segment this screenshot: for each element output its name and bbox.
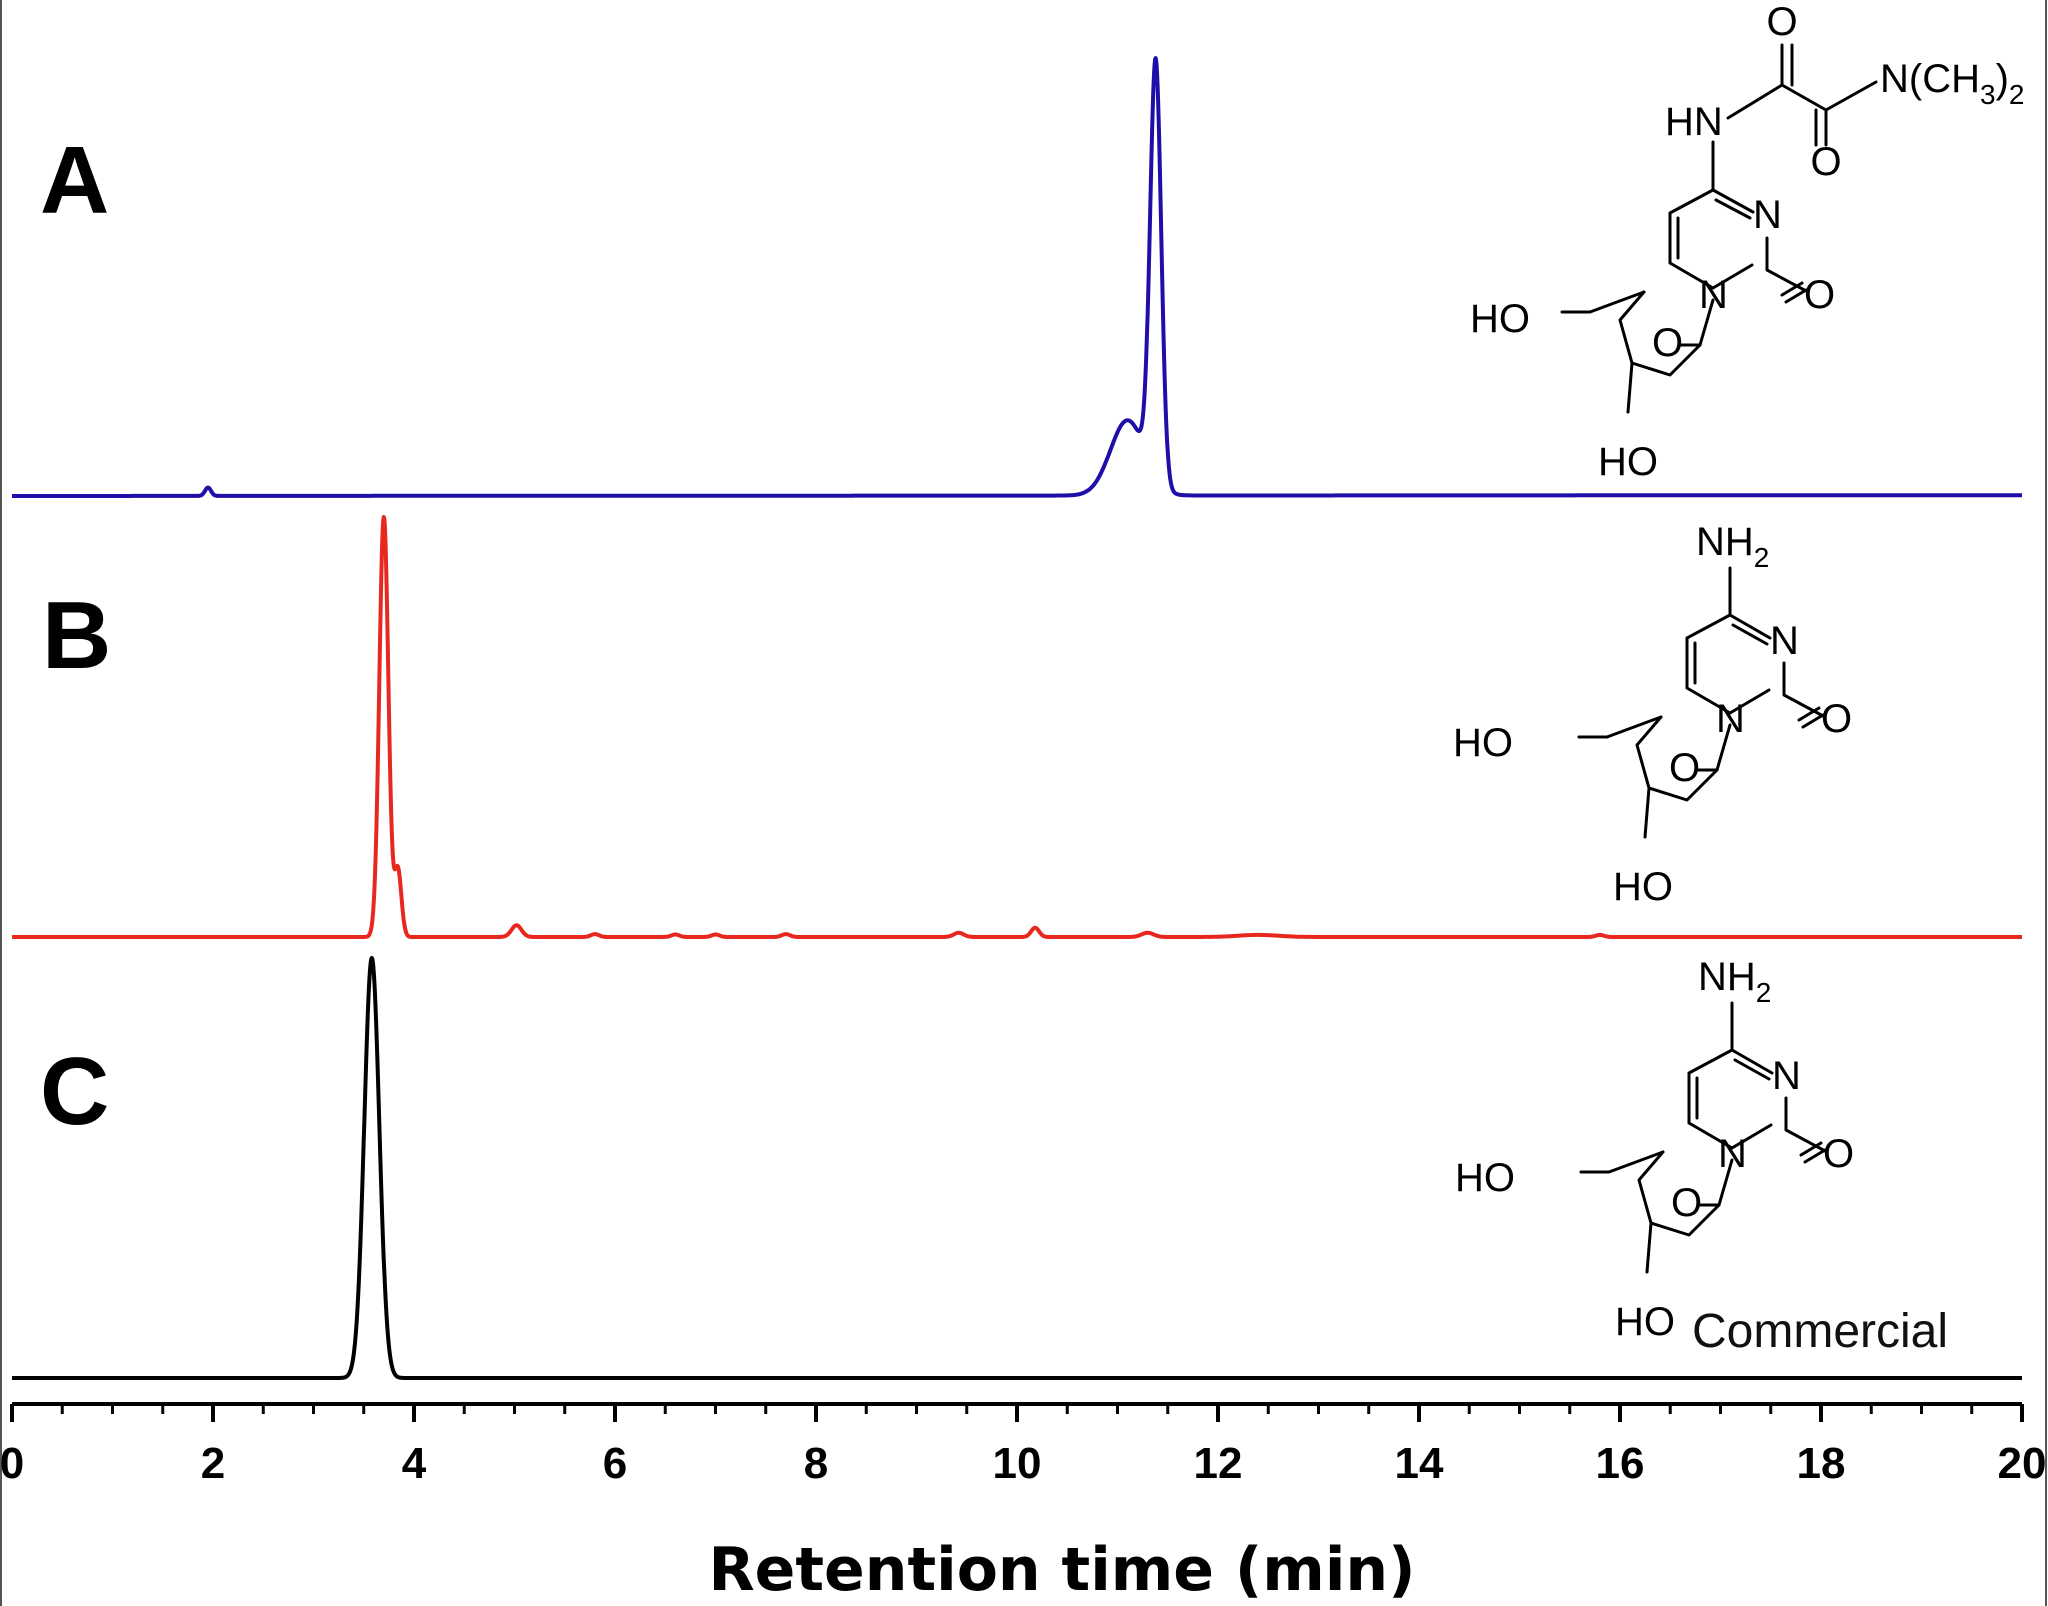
chromatogram-traces xyxy=(10,56,2024,1380)
svg-text:HO: HO xyxy=(1615,1300,1675,1344)
svg-text:O: O xyxy=(1671,1181,1702,1225)
struct-c-commercial-note: Commercial xyxy=(1692,1305,1948,1358)
svg-text:O: O xyxy=(1652,321,1683,365)
struct-c-cytosine-ring xyxy=(1687,1048,1829,1154)
svg-text:HO: HO xyxy=(1455,1156,1515,1200)
panel-label-a: A xyxy=(40,127,109,234)
svg-text:N: N xyxy=(1718,1132,1747,1176)
struct-a-sugar: O HO HO xyxy=(1470,290,1715,484)
x-tick-label: 16 xyxy=(1596,1439,1645,1488)
struct-a-cytosine-ring: N N O xyxy=(1668,188,1835,317)
struct-b-cytosine-ring xyxy=(1685,613,1827,719)
x-tick-label: 4 xyxy=(402,1439,427,1488)
panel-label-b: B xyxy=(42,582,111,689)
x-tick-label: 14 xyxy=(1395,1439,1444,1488)
svg-text:N: N xyxy=(1753,193,1782,237)
panel-label-c: C xyxy=(40,1038,109,1145)
svg-text:N: N xyxy=(1716,697,1745,741)
struct-a-chain-bonds xyxy=(1726,43,1878,147)
struct-a-o-top: O xyxy=(1766,0,1797,44)
structure-a: O O N(CH3)2 HN N N O O HO HO xyxy=(1470,0,2024,484)
x-tick-label: 0 xyxy=(0,1439,24,1488)
svg-text:N: N xyxy=(1770,619,1799,663)
struct-b-nh2: NH2 xyxy=(1696,520,1769,573)
structure-c: NH2 N N O O HO HO Commercial xyxy=(1455,955,1948,1358)
x-tick-label: 20 xyxy=(1998,1439,2047,1488)
x-tick-label: 12 xyxy=(1194,1439,1243,1488)
svg-text:O: O xyxy=(1804,273,1835,317)
trace-a xyxy=(10,56,2024,498)
trace-c xyxy=(10,956,2024,1380)
x-tick-label: 8 xyxy=(804,1439,828,1488)
structure-b: NH2 N N O O HO HO xyxy=(1453,520,1852,909)
svg-text:O: O xyxy=(1823,1132,1854,1176)
x-tick-label: 18 xyxy=(1797,1439,1846,1488)
svg-text:O: O xyxy=(1669,746,1700,790)
struct-b-sugar: O HO HO xyxy=(1453,715,1732,909)
svg-text:HO: HO xyxy=(1613,865,1673,909)
x-tick-label: 10 xyxy=(993,1439,1042,1488)
svg-text:O: O xyxy=(1821,697,1852,741)
x-tick-label: 6 xyxy=(603,1439,627,1488)
struct-c-nh2: NH2 xyxy=(1698,955,1771,1008)
svg-text:HO: HO xyxy=(1598,440,1658,484)
trace-b xyxy=(10,515,2024,939)
struct-a-dimethylamino: N(CH3)2 xyxy=(1880,57,2024,110)
struct-c-sugar: O HO HO xyxy=(1455,1150,1734,1344)
struct-a-o-bottom: O xyxy=(1810,140,1841,184)
svg-text:N: N xyxy=(1699,273,1728,317)
x-tick-label: 2 xyxy=(201,1439,225,1488)
svg-text:HO: HO xyxy=(1470,297,1530,341)
svg-text:HO: HO xyxy=(1453,721,1513,765)
svg-text:N: N xyxy=(1772,1054,1801,1098)
x-axis-ticks: 0 2 4 6 8 10 12 14 16 18 20 xyxy=(0,1404,2046,1488)
struct-a-hn: HN xyxy=(1665,100,1723,144)
x-axis-title: Retention time (min) xyxy=(708,1535,1415,1605)
